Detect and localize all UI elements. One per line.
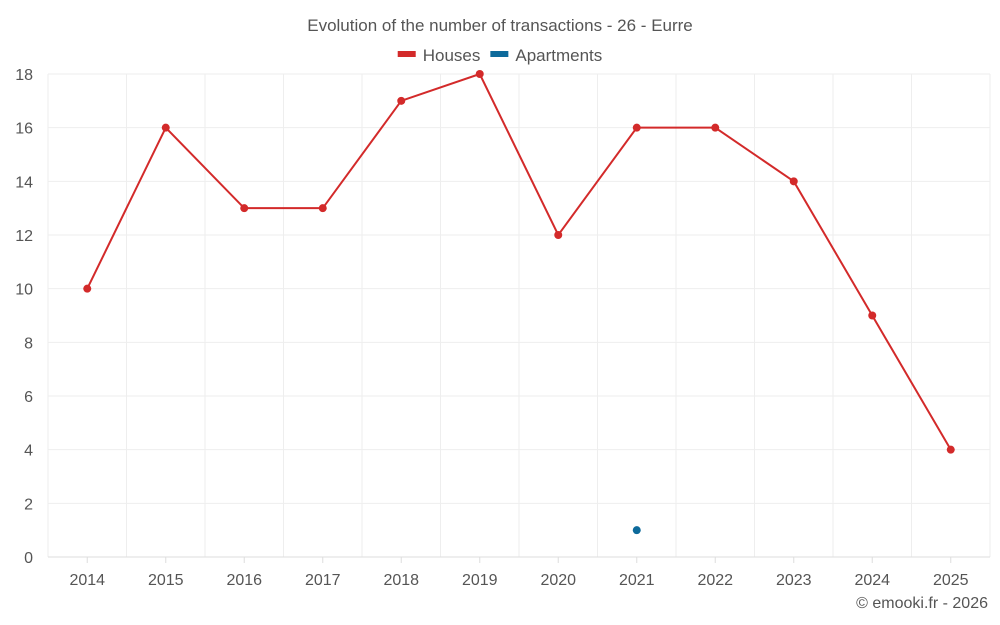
series-layer: [83, 70, 955, 535]
series-apartments: [632, 526, 641, 535]
y-tick-label: 10: [15, 282, 33, 299]
y-tick-label: 0: [24, 550, 33, 567]
y-tick-label: 12: [15, 228, 33, 245]
x-tick-label: 2022: [697, 572, 733, 589]
series-line: [86, 72, 952, 451]
y-tick-label: 18: [15, 67, 33, 84]
y-tick-label: 6: [24, 389, 33, 406]
data-point[interactable]: [632, 123, 641, 132]
x-tick-label: 2017: [305, 572, 341, 589]
x-tick-label: 2021: [619, 572, 655, 589]
data-point[interactable]: [946, 445, 955, 454]
x-tick-label: 2020: [540, 572, 576, 589]
legend-swatch: [397, 51, 416, 57]
y-tick-label: 16: [15, 121, 33, 138]
data-point[interactable]: [475, 70, 484, 78]
data-point[interactable]: [161, 123, 170, 132]
y-tick-label: 8: [24, 335, 33, 352]
legend-item-houses[interactable]: Houses: [397, 46, 481, 65]
x-tick-label: 2023: [776, 572, 812, 589]
x-tick-label: 2025: [933, 572, 969, 589]
x-tick-label: 2015: [148, 572, 184, 589]
data-point[interactable]: [868, 311, 877, 320]
x-tick-label: 2024: [854, 572, 890, 589]
data-point[interactable]: [397, 96, 406, 105]
data-point[interactable]: [83, 284, 92, 293]
x-tick-label: 2019: [462, 572, 498, 589]
y-tick-label: 14: [15, 174, 33, 191]
x-tick-label: 2018: [383, 572, 419, 589]
legend-label: Apartments: [515, 46, 602, 65]
data-point[interactable]: [240, 204, 249, 213]
x-tick-label: 2014: [69, 572, 105, 589]
legend: Houses Apartments: [397, 46, 602, 65]
credit: © emooki.fr - 2026: [856, 595, 988, 612]
series-houses: [83, 70, 955, 454]
y-tick-label: 2: [24, 496, 33, 513]
grid: [47, 73, 991, 558]
data-point[interactable]: [789, 177, 798, 186]
legend-item-apartments[interactable]: Apartments: [490, 46, 602, 65]
legend-swatch: [490, 51, 509, 57]
data-point[interactable]: [554, 231, 563, 239]
data-point[interactable]: [632, 526, 641, 535]
data-point[interactable]: [318, 204, 327, 213]
x-tick-label: 2016: [226, 572, 262, 589]
legend-label: Houses: [423, 46, 481, 65]
chart-title: Evolution of the number of transactions …: [307, 16, 693, 35]
y-tick-label: 4: [24, 443, 33, 460]
data-point[interactable]: [711, 123, 720, 132]
y-axis: 0 2 4 6 8 10 12 14 16 18: [15, 67, 33, 567]
x-axis: 2014 2015 2016 2017 2018 2019 2020 2021 2022 2023…: [69, 557, 969, 589]
